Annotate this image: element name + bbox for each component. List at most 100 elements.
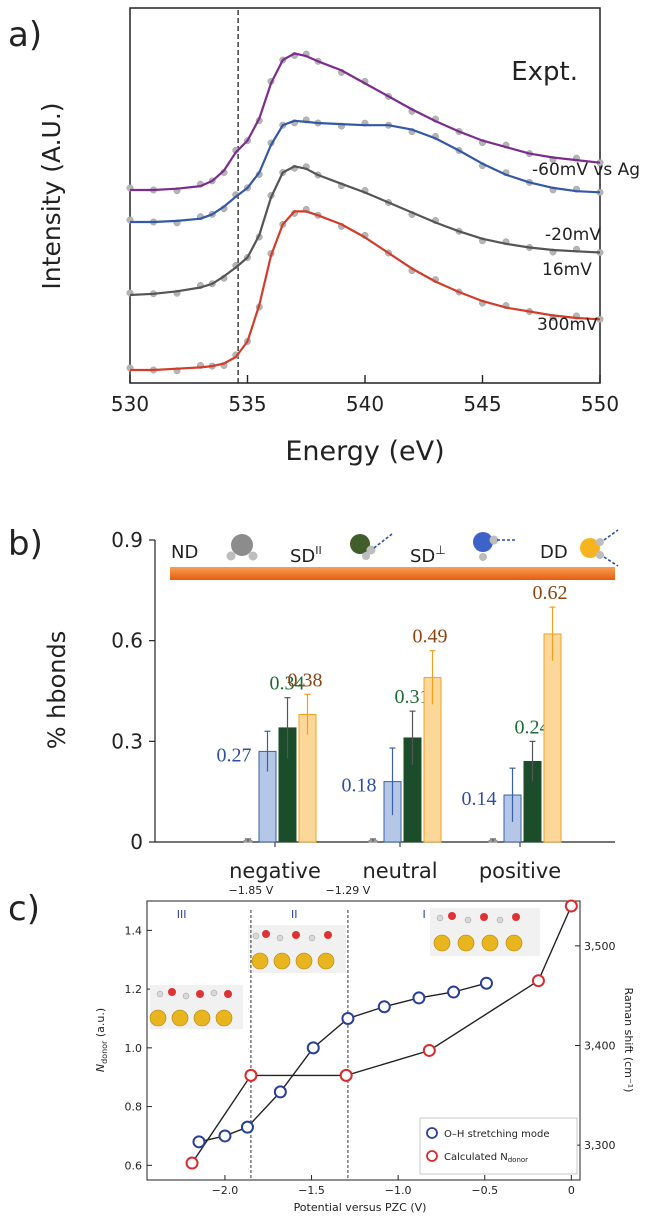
- panel-b-legend: ND SDII SD⊥ DD: [171, 529, 619, 567]
- panel-c-xtick-label: 0: [568, 1184, 575, 1197]
- panel-b-label: b): [8, 524, 43, 564]
- panel-a-plot-area: -60mV vs Ag -20mV 16mV 300mV: [126, 10, 640, 383]
- panel-b-bar-value-label: 0.49: [413, 626, 448, 648]
- panel-c-oh-point: [377, 1000, 391, 1014]
- panel-c-xlabel: Potential versus PZC (V): [294, 1201, 427, 1214]
- panel-c-divider-label: −1.85 V: [229, 884, 274, 897]
- panel-a-axes: 530 535 540 545 550: [111, 375, 619, 416]
- panel-b-bar-value-label: 0.31: [395, 686, 430, 708]
- legend-label-sdpar: SDII: [290, 544, 322, 567]
- panel-c-label: c): [8, 889, 40, 929]
- panel-b-ytick-label: 0.3: [111, 729, 143, 753]
- panel-a-xtick-label: 545: [463, 392, 501, 416]
- panel-a-xtick-label: 530: [111, 392, 149, 416]
- legend-label-dd: DD: [540, 542, 568, 563]
- panel-c-ndonor-point: [339, 1068, 353, 1082]
- panel-b-category-label: positive: [479, 859, 561, 883]
- panel-c-ytick-label: 0.8: [125, 1101, 143, 1114]
- panel-b-bar-value-label: 0.34: [270, 673, 305, 695]
- panel-c-divider-label: −1.29 V: [326, 884, 371, 897]
- panel-c-xtick-label: −2.0: [212, 1184, 239, 1197]
- panel-c-ytick-label: 1.4: [125, 924, 143, 937]
- panel-a-series-label: -20mV: [545, 225, 601, 245]
- panel-a-series-label: 300mV: [537, 315, 598, 335]
- panel-c-oh-point: [192, 1135, 206, 1149]
- panel-a-series-line: [129, 165, 601, 297]
- legend-label-nd: ND: [171, 542, 198, 563]
- panel-b-bar-value-label: 0.24: [515, 716, 550, 738]
- panel-b-axes: 0 0.3 0.6 0.9 negative neutral positive: [111, 528, 561, 883]
- legend-marker-oh-stretch: [426, 1127, 438, 1139]
- panel-c-ytick-label: 0.6: [125, 1159, 143, 1172]
- panel-c-oh-point: [240, 1120, 254, 1134]
- molecule-nd-icon: [226, 534, 258, 561]
- panel-c-ndonor-point: [185, 1156, 199, 1170]
- slab-inset-region-i: [430, 908, 540, 956]
- panel-c-oh-point: [218, 1129, 232, 1143]
- legend-label-sdperp: SD⊥: [410, 543, 446, 567]
- panel-a-series-label: 16mV: [542, 260, 592, 280]
- panel-c-y2tick-label: 3,300: [584, 1139, 616, 1152]
- panel-c-y2label: Raman shift (cm⁻¹): [622, 988, 635, 1093]
- panel-c-oh-point: [306, 1041, 320, 1055]
- panel-b-bar-value-label: 0.62: [533, 582, 568, 604]
- panel-c-region-label: II: [291, 908, 298, 921]
- panel-b-bar-value-label: 0.27: [217, 744, 252, 766]
- panel-c-ndonor-point: [564, 899, 578, 913]
- panel-c-legend: O–H stretching mode Calculated Ndonor: [419, 1117, 578, 1175]
- panel-a-series-line: [130, 52, 601, 192]
- molecule-sdperp-icon: [473, 532, 515, 561]
- panel-c: c) −2.0 −1.5 −1.0 −0.5 0 0.6 0.8 1.0 1.2 1.4 3,300…: [8, 884, 635, 1214]
- panel-b-bar-value-label: 0.38: [288, 669, 323, 691]
- panel-b-ytick-label: 0: [130, 830, 143, 854]
- panel-b-surface-bar: [170, 567, 615, 580]
- legend-label-ndonor: Calculated Ndonor: [444, 1152, 528, 1164]
- panel-a-ylabel: Intensity (A.U.): [37, 102, 66, 289]
- panel-c-oh-point: [341, 1011, 355, 1025]
- panel-a-series-label: -60mV vs Ag: [532, 160, 640, 180]
- legend-label-oh-stretch: O–H stretching mode: [444, 1129, 550, 1140]
- panel-b-ytick-label: 0.9: [111, 528, 143, 552]
- panel-c-oh-line: [198, 982, 487, 1143]
- panel-a-xlabel: Energy (eV): [285, 436, 444, 467]
- panel-c-ndonor-line: [191, 905, 572, 1164]
- panel-b-bar-value-label: 0.14: [462, 788, 497, 810]
- panel-c-ndonor-point: [531, 974, 545, 988]
- slab-inset-region-iii: [149, 985, 243, 1029]
- panel-c-ndonor-point: [244, 1068, 258, 1082]
- panel-b: b) 0 0.3 0.6 0.9 negative neutral positive 0.2…: [8, 524, 619, 883]
- panel-c-oh-point: [447, 985, 461, 999]
- panel-c-oh-point: [273, 1085, 287, 1099]
- panel-a-xtick-label: 550: [581, 392, 619, 416]
- panel-c-y2tick-label: 3,500: [584, 940, 616, 953]
- molecule-sdpar-icon: [350, 533, 393, 560]
- panel-c-region-label: III: [177, 908, 187, 921]
- panel-a: a) 530 535 540 545 550 -60mV vs Ag -20mV 16mV 3…: [8, 7, 640, 467]
- panel-c-axes: −2.0 −1.5 −1.0 −0.5 0 0.6 0.8 1.0 1.2 1.4 3,300 3,4…: [125, 924, 616, 1197]
- panel-c-oh-point: [412, 991, 426, 1005]
- legend-marker-ndonor: [426, 1150, 438, 1162]
- panel-c-oh-point: [479, 976, 493, 990]
- panel-a-xtick-label: 535: [228, 392, 266, 416]
- panel-b-category-label: neutral: [362, 859, 437, 883]
- panel-c-ndonor-point: [422, 1043, 436, 1057]
- panel-b-ytick-label: 0.6: [111, 629, 143, 653]
- panel-c-ytick-label: 1.2: [125, 983, 143, 996]
- panel-c-xtick-label: −0.5: [471, 1184, 498, 1197]
- panel-c-legend-box: [419, 1117, 578, 1175]
- panel-c-ytick-label: 1.0: [125, 1042, 143, 1055]
- panel-a-series-line: [130, 119, 601, 224]
- panel-c-region-label: I: [422, 908, 425, 921]
- panel-b-bar-value-label: 0.18: [342, 775, 377, 797]
- panel-a-annotation: Expt.: [511, 57, 578, 87]
- panel-b-category-label: negative: [229, 859, 321, 883]
- panel-c-xtick-label: −1.5: [298, 1184, 325, 1197]
- panel-a-label: a): [8, 15, 42, 55]
- panel-b-ylabel: % hbonds: [43, 631, 71, 750]
- panel-a-series-line: [130, 210, 601, 372]
- panel-c-y2tick-label: 3,400: [584, 1039, 616, 1052]
- panel-c-plot-frame: [146, 900, 581, 1181]
